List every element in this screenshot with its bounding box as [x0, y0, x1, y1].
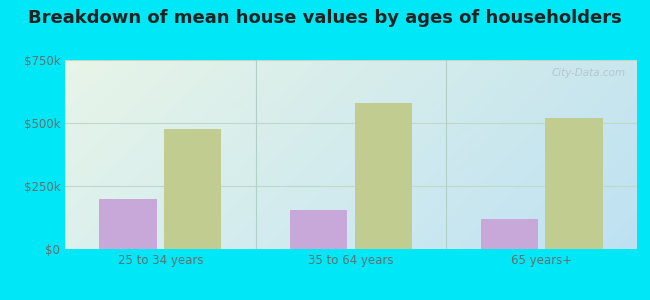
Bar — [164, 129, 222, 249]
Bar — [480, 219, 538, 249]
Bar — [290, 210, 347, 249]
Bar — [545, 118, 603, 249]
Text: Breakdown of mean house values by ages of householders: Breakdown of mean house values by ages o… — [28, 9, 622, 27]
Text: City-Data.com: City-Data.com — [551, 68, 625, 78]
Bar — [355, 103, 412, 249]
Bar — [99, 199, 157, 249]
